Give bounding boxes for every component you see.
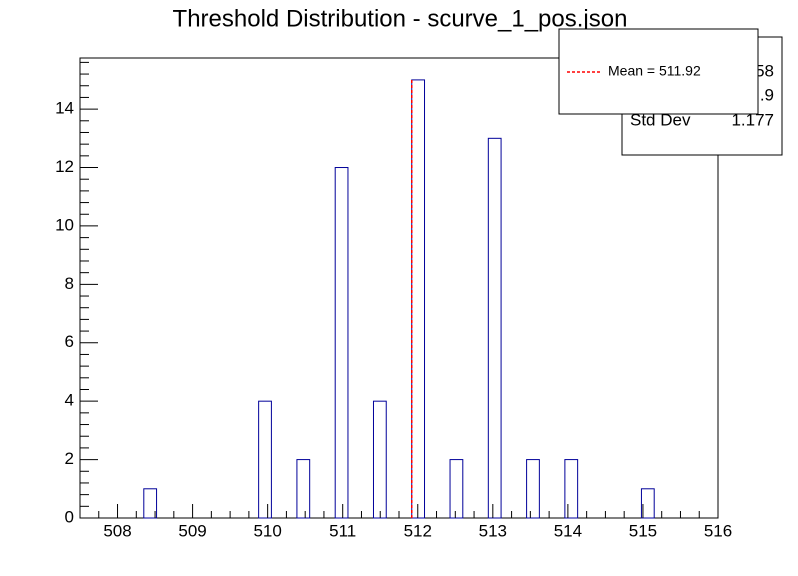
y-tick-label: 2	[65, 449, 74, 468]
bar	[296, 459, 311, 519]
y-tick-label: 10	[55, 215, 74, 234]
x-tick-label: 511	[329, 521, 356, 540]
x-tick-label: 509	[178, 521, 206, 540]
stats-std-value: 1.177	[731, 110, 774, 129]
bar	[487, 137, 502, 519]
stats-mean: .9	[760, 85, 774, 104]
stats-entries: 58	[755, 61, 774, 80]
bar	[526, 459, 540, 519]
x-tick-label: 508	[103, 521, 131, 540]
bar	[640, 488, 655, 519]
legend-label: Mean = 511.92	[608, 63, 701, 79]
chart-title: Threshold Distribution - scurve_1_pos.js…	[173, 5, 628, 32]
y-tick-label: 14	[55, 99, 74, 118]
x-tick-label: 510	[253, 521, 281, 540]
bar	[564, 459, 579, 519]
bar	[143, 488, 158, 519]
x-tick-label: 512	[404, 521, 432, 540]
x-tick-label: 515	[629, 521, 657, 540]
y-tick-label: 4	[65, 391, 74, 410]
bar	[449, 459, 464, 519]
y-tick-label: 0	[65, 507, 74, 526]
x-tick-label: 514	[554, 521, 582, 540]
bar	[334, 167, 349, 519]
x-tick-label: 513	[479, 521, 507, 540]
stats-std-label: Std Dev	[630, 110, 691, 129]
y-tick-label: 6	[65, 332, 74, 351]
x-tick-label: 516	[704, 521, 732, 540]
bar	[258, 400, 272, 519]
y-tick-label: 12	[55, 157, 74, 176]
y-tick-label: 8	[65, 274, 74, 293]
